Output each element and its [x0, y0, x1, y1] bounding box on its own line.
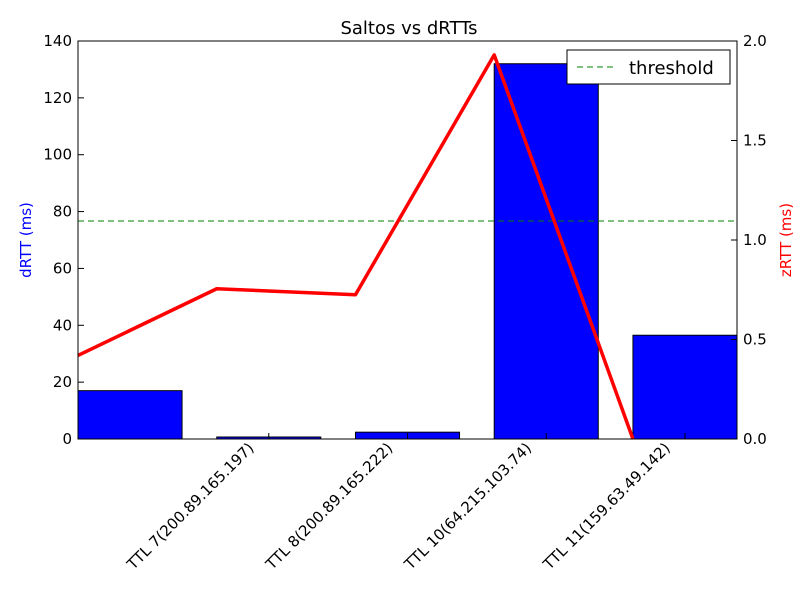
right-tick-label-3: 1.5 — [743, 132, 767, 150]
left-tick-label-5: 100 — [43, 146, 72, 164]
left-axis: 0 20 40 60 80 100 120 140 — [43, 32, 84, 448]
plot-area — [78, 41, 737, 439]
x-tick-label-2: TTL 10(64.215.103.74) — [400, 439, 535, 574]
legend-box — [566, 49, 731, 85]
bar-4 — [632, 334, 738, 440]
left-tick-label-3: 60 — [53, 259, 72, 277]
left-tick-label-0: 0 — [62, 430, 72, 448]
left-tick-label-6: 120 — [43, 89, 72, 107]
zrtt-line — [77, 53, 635, 440]
right-axis-label: zRTT (ms) — [777, 203, 795, 277]
x-axis: TTL 7(200.89.165.197) TTL 8(200.89.165.22… — [123, 433, 686, 574]
bar-0 — [77, 390, 183, 440]
left-axis-label: dRTT (ms) — [17, 202, 35, 278]
bar-3 — [493, 63, 599, 440]
x-tick-label-1: TTL 8(200.89.165.222) — [261, 439, 396, 574]
bar-series — [77, 63, 738, 440]
right-tick-label-4: 2.0 — [743, 32, 767, 50]
left-tick-label-2: 40 — [53, 316, 72, 334]
x-tick-label-3: TTL 11(159.63.49.142) — [539, 439, 674, 574]
left-tick-label-1: 20 — [53, 373, 72, 391]
x-tick-label-0: TTL 7(200.89.165.197) — [123, 439, 258, 574]
plot-background — [78, 41, 737, 439]
left-tick-label-4: 80 — [53, 203, 72, 221]
right-tick-label-2: 1.0 — [743, 231, 767, 249]
right-axis: 0.0 0.5 1.0 1.5 2.0 — [731, 32, 767, 448]
right-tick-label-1: 0.5 — [743, 331, 767, 349]
legend-threshold-label: threshold — [629, 58, 714, 79]
line-series — [77, 53, 635, 440]
right-tick-label-0: 0.0 — [743, 430, 767, 448]
legend: threshold — [566, 49, 731, 85]
chart-title: Saltos vs dRTTs — [340, 18, 477, 39]
left-tick-label-7: 140 — [43, 32, 72, 50]
